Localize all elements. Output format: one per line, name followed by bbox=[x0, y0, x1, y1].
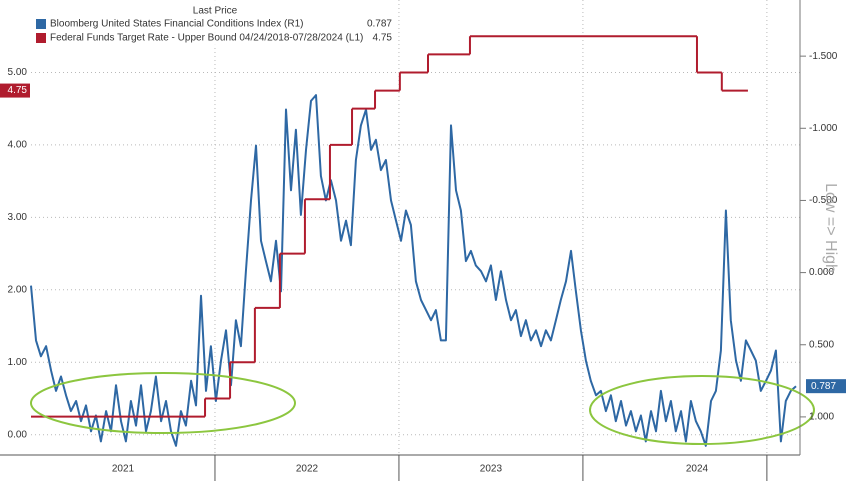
y-tick-label: 4.00 bbox=[8, 140, 28, 151]
legend-label: Federal Funds Target Rate - Upper Bound … bbox=[50, 33, 363, 44]
y-tick-label: 3.00 bbox=[8, 212, 28, 223]
series-line bbox=[30, 94, 797, 447]
y-tick-label: 1.00 bbox=[8, 357, 28, 368]
legend-label: Bloomberg United States Financial Condit… bbox=[50, 19, 303, 30]
x-tick-label: 2023 bbox=[480, 464, 503, 475]
legend-swatch bbox=[36, 33, 46, 43]
y-tick-label: 5.00 bbox=[8, 67, 28, 78]
highlight-ellipse bbox=[30, 372, 296, 434]
y-tick-label: 2.00 bbox=[8, 284, 28, 295]
legend-box bbox=[32, 0, 396, 46]
last-price-label: 4.75 bbox=[8, 85, 28, 96]
y-tick-label: 0.00 bbox=[8, 429, 28, 440]
legend: Bloomberg United States Financial Condit… bbox=[36, 19, 392, 44]
last-price-tag bbox=[806, 379, 846, 394]
legend-swatch bbox=[36, 19, 46, 29]
y2-tick-label: -1.500 bbox=[809, 51, 838, 62]
last-price-tag bbox=[0, 83, 30, 98]
y2-tick-label: 0.000 bbox=[809, 267, 834, 278]
y2-tick-label: 0.500 bbox=[809, 339, 834, 350]
legend-title: Last Price bbox=[193, 6, 238, 17]
highlight-ellipse bbox=[589, 375, 815, 445]
legend-value: 0.787 bbox=[367, 19, 392, 30]
y2-tick-label: 1.000 bbox=[809, 412, 834, 423]
y2-axis-label: Low => High bbox=[822, 183, 839, 273]
x-tick-label: 2022 bbox=[296, 464, 319, 475]
legend-value: 4.75 bbox=[373, 33, 393, 44]
y2-tick-label: -1.000 bbox=[809, 123, 838, 134]
x-tick-label: 2024 bbox=[686, 464, 709, 475]
y2-tick-label: -0.500 bbox=[809, 195, 838, 206]
x-tick-label: 2021 bbox=[112, 464, 135, 475]
marks-layer bbox=[30, 35, 797, 447]
last-price-label: 0.787 bbox=[811, 381, 836, 392]
